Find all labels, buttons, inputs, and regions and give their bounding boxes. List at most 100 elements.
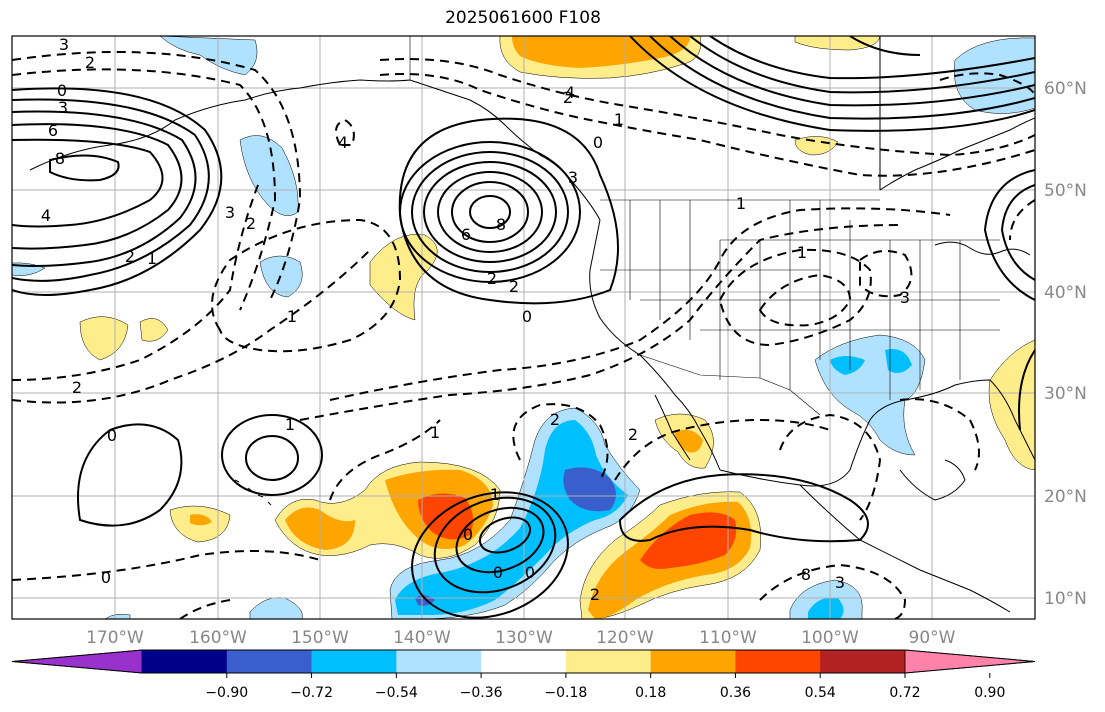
colorbar-extend-high	[904, 649, 1036, 674]
contour-ne-3	[669, 36, 1035, 107]
contour-west-3	[12, 110, 197, 267]
colorbar-segment	[311, 650, 397, 673]
colorbar-tick-label: 0.72	[889, 685, 920, 701]
colorbar-tick-label: −0.72	[290, 685, 333, 701]
colorbar-segment	[650, 650, 736, 673]
contour-label: 2	[125, 247, 135, 266]
contours-ne-high	[629, 36, 1035, 132]
lon-tick-label: 120°W	[596, 628, 654, 648]
contour-high-3	[423, 161, 557, 263]
shade-baja-orange	[675, 429, 703, 453]
shade-top-right-blue	[953, 37, 1035, 114]
contour-label: 2	[85, 53, 95, 72]
shade-yellow-patch-1	[79, 316, 129, 361]
contour-label: 3	[835, 573, 845, 592]
political-borders	[409, 36, 1000, 416]
shade-gulf-blue-dark-2	[885, 349, 912, 374]
colorbar-tick-label: −0.36	[460, 685, 503, 701]
contour-label: 2	[487, 269, 497, 288]
contour-ne-5	[709, 36, 1035, 80]
shade-yellow-patch-2	[139, 318, 169, 342]
lon-tick-label: 100°W	[801, 628, 859, 648]
contour-trop-3	[455, 506, 545, 574]
contour-high-2	[411, 151, 569, 273]
contour-east-2	[1000, 184, 1035, 281]
shade-top-left-blue	[159, 36, 258, 76]
shade-top-right-yellow	[794, 36, 881, 51]
shade-orange-patch-5	[190, 514, 212, 526]
colorbar-segment	[396, 650, 482, 673]
contour-dash-1	[12, 51, 302, 301]
contour-dash-4	[12, 249, 371, 404]
colorbar-tick-label: 0.54	[805, 685, 836, 701]
contour-dash-8	[379, 73, 1035, 177]
contour-west-5	[12, 138, 164, 228]
contours-dashed	[12, 51, 1035, 619]
lon-tick-label: 160°W	[189, 628, 247, 648]
contour-trop-4	[478, 516, 532, 554]
contour-ne-1	[629, 36, 1035, 132]
contour-florida	[1018, 349, 1035, 431]
colorbar-frame	[11, 649, 1036, 674]
contour-ne-4	[689, 36, 1035, 94]
contour-west-6	[49, 154, 120, 182]
shade-central-blue-dark	[563, 467, 616, 512]
contour-label: 0	[107, 426, 117, 445]
contour-dash-12	[718, 248, 872, 347]
border-states-2	[600, 239, 1000, 331]
contour-trop-far-west	[77, 423, 183, 527]
contour-dash-23	[1009, 199, 1035, 241]
contour-label: 4	[338, 133, 348, 152]
shade-central-orange-inner	[418, 493, 474, 540]
contour-label: 0	[593, 133, 603, 152]
colorbar-segment	[481, 650, 567, 673]
contour-dash-16	[512, 403, 609, 481]
contour-label: 0	[525, 563, 535, 582]
contour-west-1	[12, 87, 223, 296]
colorbar-segment	[142, 650, 228, 673]
contour-label: 3	[900, 288, 910, 307]
colorbar-segment	[565, 650, 652, 673]
contour-label: 1	[285, 415, 295, 434]
contour-label: 6	[48, 121, 58, 140]
contour-label: 3	[225, 203, 235, 222]
contour-trop-2	[433, 496, 557, 594]
contour-dash-13	[758, 273, 852, 327]
contour-label: 2	[628, 425, 638, 444]
contour-ne-2	[649, 36, 1035, 120]
lon-tick-label: 90°W	[909, 628, 956, 648]
contour-label: 6	[461, 225, 471, 244]
contour-dash-19	[899, 398, 980, 471]
contour-label: 2	[72, 378, 82, 397]
colorbar-tick-label: 0.90	[974, 685, 1005, 701]
lat-tick-label: 10°N	[1044, 589, 1087, 609]
shade-bottom-left-blue-2	[104, 613, 131, 619]
contour-dash-2	[12, 68, 277, 311]
lat-tick-label: 50°N	[1044, 181, 1087, 201]
longitude-tick-labels: 170°W 160°W 150°W 140°W 130°W 120°W 110°W 100°W…	[86, 628, 956, 648]
contour-label: 0	[101, 568, 111, 587]
coast-canada-east	[879, 117, 1035, 191]
contour-high-6	[469, 195, 511, 229]
contour-label: 1	[490, 485, 500, 504]
shade-gulf-blue-dark	[830, 356, 865, 375]
shade-top-center-inner	[512, 36, 690, 68]
contour-label: 2	[563, 88, 573, 107]
contour-high-5	[451, 181, 529, 243]
contour-label: 2	[590, 585, 600, 604]
contour-label: 0	[57, 81, 67, 100]
contours-ne-pacific-high	[398, 117, 619, 305]
contour-lines	[12, 36, 1035, 619]
contour-dash-11	[299, 224, 901, 421]
coast-yucatan	[899, 459, 966, 501]
contour-label: 0	[463, 525, 473, 544]
lon-tick-label: 130°W	[495, 628, 553, 648]
coast-alaska	[29, 79, 601, 221]
contour-label: 1	[797, 243, 807, 262]
contour-dash-6	[211, 218, 402, 353]
contour-trop-1	[411, 491, 569, 619]
contour-dash-17	[614, 418, 831, 481]
contours-east-edge	[983, 169, 1035, 301]
